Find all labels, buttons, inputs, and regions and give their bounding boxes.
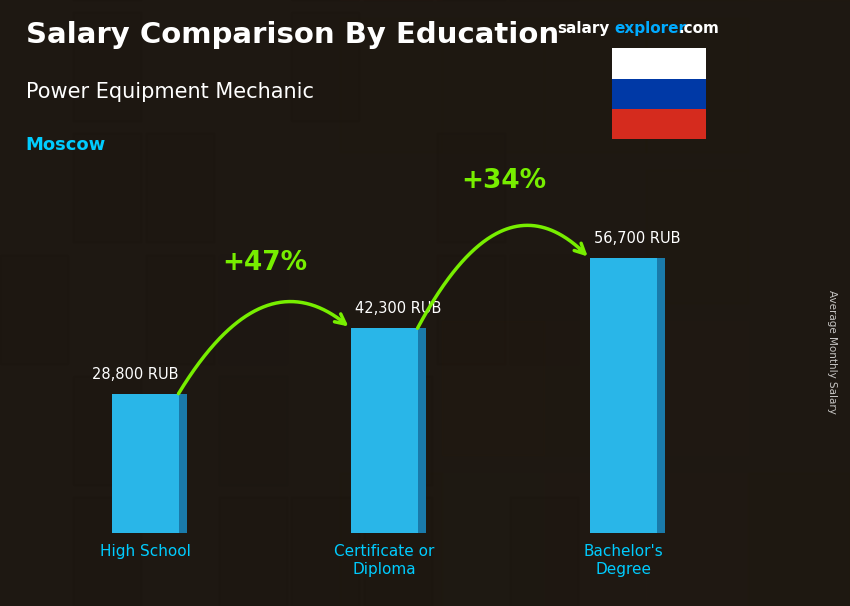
Text: +34%: +34% bbox=[461, 168, 547, 194]
Text: 42,300 RUB: 42,300 RUB bbox=[355, 301, 442, 316]
Text: explorer: explorer bbox=[615, 21, 687, 36]
Text: +47%: +47% bbox=[222, 250, 307, 276]
Text: 28,800 RUB: 28,800 RUB bbox=[93, 367, 179, 382]
Polygon shape bbox=[656, 258, 665, 533]
Text: Average Monthly Salary: Average Monthly Salary bbox=[827, 290, 837, 413]
Text: salary: salary bbox=[557, 21, 609, 36]
Bar bbox=[111, 394, 178, 533]
Text: .com: .com bbox=[678, 21, 719, 36]
Text: 56,700 RUB: 56,700 RUB bbox=[594, 231, 681, 246]
Bar bbox=[612, 79, 706, 109]
Bar bbox=[612, 109, 706, 139]
Text: Moscow: Moscow bbox=[26, 136, 105, 155]
Polygon shape bbox=[178, 394, 187, 533]
Bar bbox=[350, 328, 417, 533]
Bar bbox=[612, 48, 706, 79]
Bar bbox=[590, 258, 656, 533]
Polygon shape bbox=[417, 328, 426, 533]
Text: Salary Comparison By Education: Salary Comparison By Education bbox=[26, 21, 558, 49]
Text: Power Equipment Mechanic: Power Equipment Mechanic bbox=[26, 82, 314, 102]
